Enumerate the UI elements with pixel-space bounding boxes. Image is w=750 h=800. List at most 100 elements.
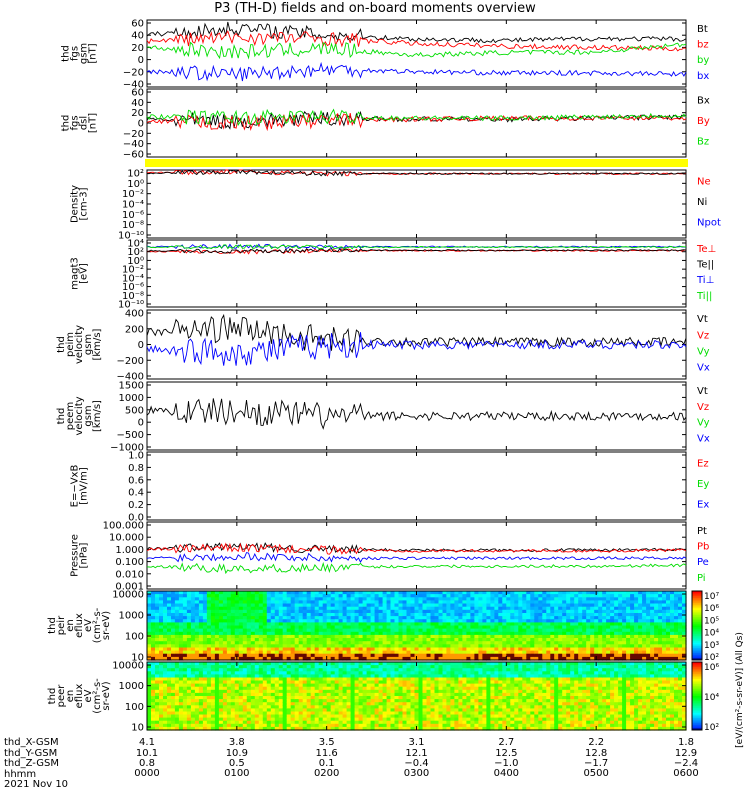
series-line-electron-velocity-Vt — [146, 398, 687, 430]
y-tick-label: −1000 — [110, 443, 144, 454]
legend-entry: Vt — [697, 386, 708, 397]
y-tick-label: 40 — [131, 31, 144, 42]
ygsm-row-label: thd_Y-GSM — [4, 747, 58, 759]
legend-entry: Pi — [697, 573, 706, 584]
legend-entry: Ti|| — [696, 291, 712, 302]
y-tick-label: 10⁰ — [127, 179, 144, 190]
x-axis-value: 0000 — [134, 768, 159, 779]
y-axis-label: en — [65, 619, 76, 632]
colorbar-tick-label: 10² — [704, 723, 719, 733]
y-axis-label: peir — [56, 615, 67, 635]
yellow-flag-bar — [145, 159, 688, 167]
y-tick-label: 10.000 — [109, 533, 144, 544]
y-tick-label: 0 — [138, 340, 144, 351]
x-axis-value: −0.4 — [404, 758, 428, 769]
y-axis-label: Density — [70, 185, 81, 223]
colorbar — [691, 661, 703, 731]
y-axis-label: Pressure — [70, 534, 81, 577]
legend-entry: Vy — [697, 418, 710, 429]
y-tick-label: −60 — [123, 150, 144, 161]
zgsm-row-label: thd_Z-GSM — [4, 758, 59, 769]
x-axis-row-labels: thd_X-GSM thd_Y-GSM thd_Z-GSM hhmm 2021 … — [4, 737, 68, 791]
series-line-fgs-dsl-Bz — [146, 108, 687, 127]
series-line-ion-velocity-Vx — [146, 332, 687, 366]
y-tick-label: 0 — [138, 119, 144, 130]
y-tick-label: 0.2 — [128, 500, 144, 511]
y-axis-label: [nT] — [88, 43, 99, 63]
y-tick-label: 0 — [138, 55, 144, 66]
colorbar-tick-label: 10⁶ — [704, 663, 719, 673]
legend-entry: Pb — [697, 542, 709, 553]
x-axis-value: 0600 — [673, 768, 698, 779]
x-axis-value: 12.8 — [585, 748, 607, 759]
y-tick-label: 1000 — [119, 611, 144, 622]
legend-entry: By — [697, 116, 710, 127]
legend-entry: Vx — [697, 434, 710, 445]
y-tick-label: 100 — [125, 702, 144, 713]
legend-entry: Ex — [697, 499, 709, 510]
series-line-fgs-gsm-bz — [146, 30, 687, 52]
colorbar-tick-label: 10³ — [704, 641, 719, 651]
panel-frame — [146, 521, 687, 590]
legend-entry: Vt — [697, 314, 708, 325]
legend-entry: Ey — [697, 479, 709, 490]
y-tick-label: −200 — [117, 356, 144, 367]
panel-frame — [146, 88, 687, 158]
x-axis-value: 0.1 — [319, 758, 335, 769]
y-tick-label: 10⁻⁴ — [122, 200, 144, 211]
y-tick-label: 10000 — [112, 661, 144, 672]
y-axis-label: [cm-3] — [79, 187, 90, 220]
y-tick-label: 60 — [131, 19, 144, 30]
y-tick-label: 10⁻⁸ — [122, 291, 144, 302]
y-tick-label: 1000 — [119, 681, 144, 692]
x-axis-value: −2.4 — [674, 758, 698, 769]
y-tick-label: 10⁻⁶ — [122, 282, 144, 293]
series-line-density-Ni — [147, 169, 687, 177]
series-line-pressure-Pe — [146, 552, 687, 563]
x-axis-value: −1.7 — [584, 758, 608, 769]
y-tick-label: 60 — [131, 88, 144, 99]
series-line-temperature-Te|| — [146, 247, 687, 254]
chart-title: P3 (TH-D) fields and on-board moments ov… — [214, 1, 536, 16]
legend-entry: Ne — [697, 176, 711, 187]
x-axis-value: 0.5 — [229, 758, 245, 769]
y-axis-label: thd — [61, 45, 72, 62]
panel-electron-spec: 10000 1000 100 10 thdpeerenefluxeV(cm²-s-sr-… — [47, 661, 687, 734]
y-axis-label: thd — [47, 617, 58, 634]
y-axis-label: sr-eV) — [101, 611, 112, 640]
y-axis-label: (cm²-s- — [92, 678, 103, 714]
x-axis-value: 12.5 — [495, 748, 517, 759]
series-line-temperature-Ti⊥ — [146, 243, 687, 250]
legend-entry: bx — [697, 71, 709, 82]
x-axis-value: 12.9 — [675, 748, 697, 759]
y-tick-label: 10² — [127, 169, 144, 180]
y-axis-label: [mV/m] — [79, 467, 90, 505]
y-tick-label: −20 — [123, 129, 144, 140]
series-line-fgs-gsm-by — [146, 41, 687, 60]
y-axis-label: fgs — [70, 46, 81, 61]
series-line-fgs-dsl-By — [146, 112, 687, 132]
legend-entry: Te⊥ — [696, 244, 716, 255]
legend-entry: Ti⊥ — [696, 275, 714, 286]
y-tick-label: 100 — [125, 632, 144, 643]
series-line-temperature-Ti|| — [147, 243, 687, 250]
y-axis-label: gsm — [83, 405, 94, 426]
series-line-pressure-Pb — [146, 542, 687, 555]
x-axis-value: 10.1 — [136, 748, 158, 759]
panel-efield: 1.00.80.6 0.40.2 0.0 E=−VxB[mV/m] Ez Ey Ex — [70, 451, 710, 524]
colorbar-tick-label: 10⁵ — [704, 616, 719, 626]
y-tick-label: 20 — [131, 108, 144, 119]
y-tick-label: 1.000 — [115, 545, 144, 556]
x-axis-value: 0500 — [583, 768, 608, 779]
x-axis-value: 0300 — [404, 768, 429, 779]
y-tick-label: 10⁻² — [122, 265, 144, 276]
x-axis-value: 12.1 — [405, 748, 427, 759]
y-axis-label: thd — [47, 688, 58, 705]
y-axis-label: (cm²-s- — [92, 607, 103, 643]
y-axis-label: eV — [83, 619, 94, 632]
